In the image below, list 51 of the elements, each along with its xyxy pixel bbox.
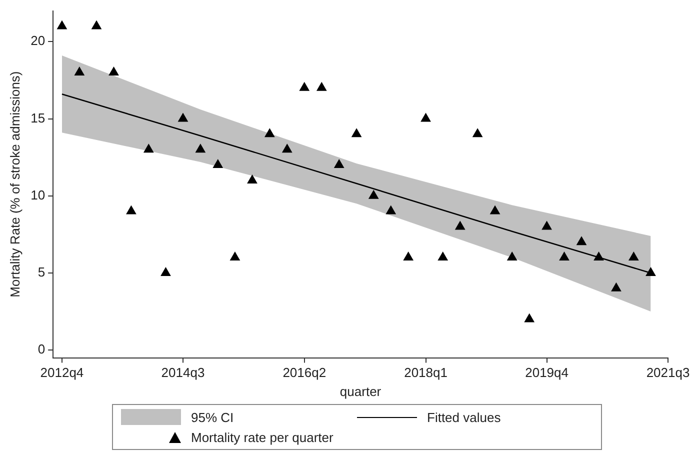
- point: [57, 20, 67, 30]
- y-tick-label: 0: [38, 342, 46, 357]
- x-tick-label: 2019q4: [525, 365, 568, 380]
- point: [316, 82, 326, 91]
- point: [230, 252, 240, 261]
- point: [282, 144, 292, 153]
- point: [213, 160, 223, 168]
- y-tick-label: 15: [30, 110, 46, 126]
- point: [92, 20, 102, 30]
- point: [196, 144, 206, 153]
- point: [126, 206, 136, 214]
- x-tick-label: 2012q4: [40, 365, 84, 380]
- y-tick-label: 10: [30, 187, 46, 202]
- point: [420, 113, 431, 122]
- point: [247, 174, 258, 184]
- point: [438, 252, 448, 261]
- x-tick-label: 2014q3: [161, 365, 205, 380]
- point: [334, 160, 344, 168]
- point: [160, 267, 171, 276]
- x-axis-title: quarter: [340, 384, 382, 399]
- point: [352, 128, 362, 138]
- legend-label: Mortality rate per quarter: [191, 430, 334, 444]
- point: [144, 144, 154, 153]
- point: [628, 252, 638, 261]
- point: [611, 282, 622, 292]
- point: [646, 267, 656, 276]
- x-tick-label: 2018q1: [404, 365, 448, 380]
- y-tick-label: 5: [38, 264, 46, 280]
- point: [542, 221, 552, 230]
- point: [368, 190, 378, 199]
- point: [74, 66, 84, 76]
- point: [455, 221, 465, 230]
- x-tick-label: 2016q2: [282, 365, 326, 380]
- point: [576, 236, 586, 246]
- point: [559, 252, 570, 261]
- point: [490, 206, 500, 214]
- text: 95% CI: [191, 410, 234, 424]
- point: [472, 128, 482, 138]
- point: [178, 113, 188, 122]
- point: [594, 252, 604, 261]
- point: [404, 252, 414, 261]
- legend-label: Fitted values: [427, 410, 501, 424]
- point: [524, 314, 534, 322]
- point: [264, 128, 275, 138]
- x-tick-label: 2021q3: [646, 365, 690, 380]
- point: [507, 252, 517, 261]
- y-tick-label: 20: [30, 33, 46, 48]
- y-axis-title: Mortality Rate (% of stroke admissions): [7, 71, 22, 298]
- point: [300, 82, 310, 91]
- point: [108, 66, 119, 76]
- point: [386, 206, 396, 214]
